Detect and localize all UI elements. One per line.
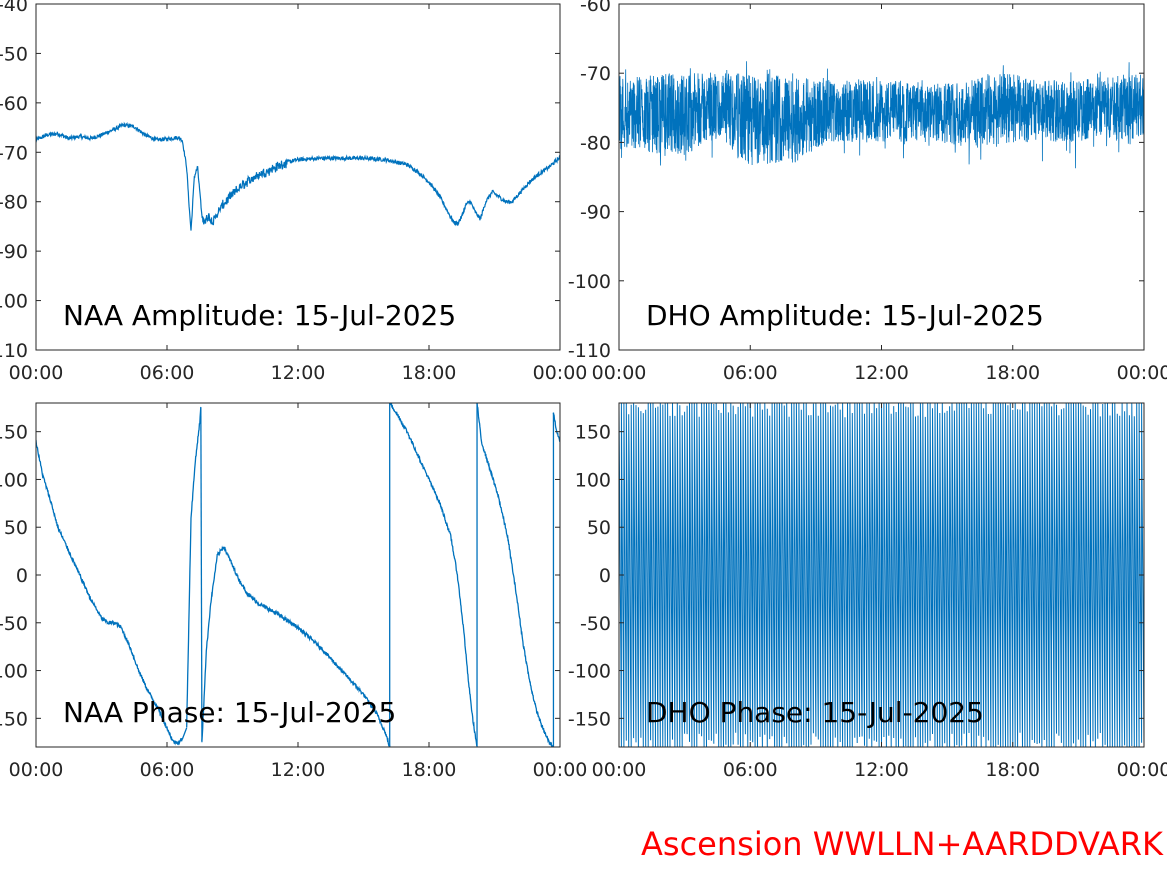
phase-segment <box>186 406 202 728</box>
y-tick-label: -150 <box>0 708 28 730</box>
x-tick-label: 06:00 <box>723 362 778 384</box>
amplitude-line <box>36 121 560 231</box>
x-tick-label: 00:00 <box>1117 759 1167 781</box>
y-tick-label: 100 <box>575 469 611 491</box>
y-tick-label: -50 <box>580 613 611 635</box>
x-tick-label: 18:00 <box>402 759 457 781</box>
phase-segment <box>201 545 391 747</box>
y-tick-label: -50 <box>0 613 28 635</box>
phase-segment <box>476 403 554 747</box>
x-tick-label: 00:00 <box>533 362 588 384</box>
x-tick-label: 18:00 <box>402 362 457 384</box>
y-tick-label: 50 <box>4 517 28 539</box>
amplitude-line <box>619 61 1144 169</box>
x-tick-label: 12:00 <box>271 759 326 781</box>
naa-amplitude-series <box>36 121 560 231</box>
y-tick-label: -60 <box>580 0 611 16</box>
y-tick-label: -70 <box>580 63 611 85</box>
y-tick-label: -40 <box>0 0 28 16</box>
x-tick-label: 18:00 <box>985 362 1040 384</box>
y-tick-label: -110 <box>0 340 28 362</box>
dho-amplitude-title: DHO Amplitude: 15-Jul-2025 <box>646 299 1044 332</box>
x-tick-label: 00:00 <box>533 759 588 781</box>
y-tick-label: 0 <box>599 565 611 587</box>
x-tick-label: 00:00 <box>1117 362 1167 384</box>
y-tick-label: -110 <box>568 340 611 362</box>
dho-phase-title: DHO Phase: 15-Jul-2025 <box>646 696 984 729</box>
naa-phase-series <box>36 403 560 747</box>
dho-phase-panel: 00:00 06:00 12:00 18:00 00:00 -150 -100 -50 0 50 1… <box>568 402 1167 781</box>
x-tick-label: 00:00 <box>592 759 647 781</box>
y-tick-label: -100 <box>0 661 28 683</box>
y-tick-label: -100 <box>568 661 611 683</box>
x-tick-label: 00:00 <box>9 362 64 384</box>
dho-phase-series <box>619 403 1144 747</box>
y-tick-label: -150 <box>568 708 611 730</box>
naa-amplitude-title: NAA Amplitude: 15-Jul-2025 <box>63 299 456 332</box>
y-tick-label: 100 <box>0 469 28 491</box>
footer-label: Ascension WWLLN+AARDDVARK <box>641 825 1164 863</box>
y-tick-label: -90 <box>0 241 28 263</box>
y-tick-label: -70 <box>0 142 28 164</box>
y-tick-label: -100 <box>0 291 28 313</box>
x-tick-label: 12:00 <box>854 759 909 781</box>
x-tick-label: 06:00 <box>140 759 195 781</box>
y-tick-label: 150 <box>575 422 611 444</box>
y-tick-label: 0 <box>16 565 28 587</box>
x-tick-label: 18:00 <box>985 759 1040 781</box>
y-tick-label: 50 <box>587 517 611 539</box>
x-tick-label: 12:00 <box>271 362 326 384</box>
x-tick-label: 00:00 <box>9 759 64 781</box>
phase-segment <box>389 403 478 747</box>
y-tick-label: -80 <box>580 132 611 154</box>
x-tick-label: 00:00 <box>592 362 647 384</box>
phase-segment <box>552 412 560 442</box>
y-tick-label: -60 <box>0 93 28 115</box>
naa-phase-panel: 00:00 06:00 12:00 18:00 00:00 -150 -100 -50 0 50 1… <box>0 402 588 781</box>
phase-line <box>619 403 1144 747</box>
x-tick-label: 12:00 <box>854 362 909 384</box>
x-tick-label: 06:00 <box>140 362 195 384</box>
y-tick-label: -80 <box>0 192 28 214</box>
x-tick-label: 06:00 <box>723 759 778 781</box>
y-tick-label: -90 <box>580 202 611 224</box>
phase-wrap-line <box>181 727 188 740</box>
naa-amplitude-panel: 00:0006:0012:0018:0000:00-110-100-90-80-… <box>0 0 587 384</box>
phase-wrap-line <box>200 407 203 743</box>
naa-phase-title: NAA Phase: 15-Jul-2025 <box>63 696 396 729</box>
dho-amplitude-series <box>619 61 1144 169</box>
phase-segment <box>36 439 183 746</box>
y-tick-label: 150 <box>0 422 28 444</box>
y-tick-label: -100 <box>568 271 611 293</box>
y-tick-label: -50 <box>0 43 28 65</box>
dho-amplitude-panel: 00:00 06:00 12:00 18:00 00:00-110-100-90-80-… <box>568 0 1167 384</box>
